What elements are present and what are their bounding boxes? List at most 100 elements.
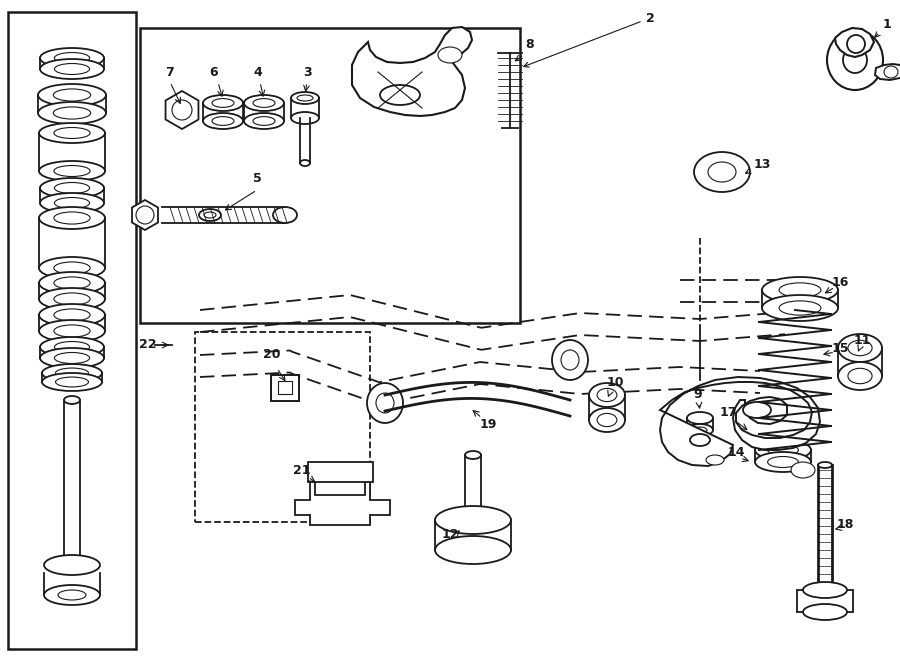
Text: 6: 6 — [210, 65, 219, 79]
Text: 7: 7 — [166, 65, 175, 79]
Ellipse shape — [136, 206, 154, 224]
Text: 1: 1 — [875, 19, 891, 37]
Ellipse shape — [53, 89, 91, 101]
Bar — [8, 12, 136, 649]
Text: 11: 11 — [853, 334, 871, 346]
Ellipse shape — [762, 277, 838, 303]
Ellipse shape — [54, 293, 90, 305]
Ellipse shape — [54, 128, 90, 139]
Ellipse shape — [273, 207, 297, 223]
Ellipse shape — [54, 262, 90, 274]
Ellipse shape — [367, 383, 403, 423]
Ellipse shape — [706, 455, 724, 465]
Bar — [195, 332, 370, 522]
Ellipse shape — [690, 434, 710, 446]
Ellipse shape — [253, 98, 275, 107]
Ellipse shape — [39, 288, 105, 310]
Ellipse shape — [54, 309, 90, 321]
Text: 17: 17 — [719, 405, 737, 418]
Ellipse shape — [847, 35, 865, 53]
Bar — [140, 28, 520, 323]
Ellipse shape — [380, 85, 420, 105]
Ellipse shape — [755, 440, 811, 460]
Ellipse shape — [465, 451, 481, 459]
Ellipse shape — [54, 63, 90, 75]
Ellipse shape — [40, 348, 104, 368]
Ellipse shape — [589, 408, 625, 432]
Text: 15: 15 — [832, 342, 849, 354]
Ellipse shape — [39, 161, 105, 181]
Text: 9: 9 — [694, 389, 702, 401]
Ellipse shape — [203, 95, 243, 111]
Ellipse shape — [40, 48, 104, 68]
Ellipse shape — [597, 389, 617, 402]
Ellipse shape — [291, 112, 319, 124]
Ellipse shape — [435, 536, 511, 564]
Text: 20: 20 — [263, 348, 281, 362]
Ellipse shape — [40, 178, 104, 198]
Text: 21: 21 — [293, 463, 310, 477]
Ellipse shape — [791, 462, 815, 478]
Ellipse shape — [54, 52, 90, 63]
Text: 22: 22 — [140, 338, 157, 352]
Ellipse shape — [803, 604, 847, 620]
Ellipse shape — [39, 257, 105, 279]
Ellipse shape — [768, 444, 798, 455]
Ellipse shape — [39, 272, 105, 294]
Ellipse shape — [54, 198, 90, 208]
Ellipse shape — [40, 59, 104, 79]
Ellipse shape — [843, 47, 867, 73]
Ellipse shape — [743, 402, 771, 418]
Ellipse shape — [38, 84, 106, 106]
Text: 5: 5 — [253, 171, 261, 184]
Ellipse shape — [212, 116, 234, 126]
Ellipse shape — [755, 452, 811, 472]
Ellipse shape — [40, 193, 104, 213]
Ellipse shape — [597, 413, 617, 426]
Ellipse shape — [64, 396, 80, 404]
Ellipse shape — [300, 160, 310, 166]
Ellipse shape — [848, 340, 872, 356]
Ellipse shape — [438, 47, 462, 63]
Ellipse shape — [687, 412, 713, 424]
Ellipse shape — [39, 320, 105, 342]
Text: 13: 13 — [745, 159, 770, 173]
Ellipse shape — [435, 506, 511, 534]
Ellipse shape — [44, 585, 100, 605]
Ellipse shape — [561, 350, 579, 370]
Ellipse shape — [838, 334, 882, 362]
Ellipse shape — [56, 377, 88, 387]
Ellipse shape — [54, 182, 90, 194]
Ellipse shape — [768, 457, 798, 467]
Ellipse shape — [589, 383, 625, 407]
Ellipse shape — [687, 424, 713, 436]
Ellipse shape — [42, 364, 102, 382]
Ellipse shape — [708, 162, 736, 182]
Ellipse shape — [56, 368, 88, 378]
Ellipse shape — [54, 212, 90, 224]
Ellipse shape — [54, 325, 90, 337]
Ellipse shape — [244, 95, 284, 111]
Ellipse shape — [827, 30, 883, 90]
Ellipse shape — [53, 107, 91, 119]
Ellipse shape — [39, 207, 105, 229]
Ellipse shape — [253, 116, 275, 126]
Polygon shape — [132, 200, 158, 230]
Polygon shape — [875, 64, 900, 80]
Polygon shape — [835, 28, 874, 57]
Ellipse shape — [884, 66, 898, 78]
Ellipse shape — [244, 113, 284, 129]
Ellipse shape — [172, 100, 192, 120]
Text: 2: 2 — [524, 11, 654, 67]
Ellipse shape — [39, 123, 105, 143]
Text: 16: 16 — [832, 276, 849, 288]
Text: 4: 4 — [254, 65, 263, 79]
Ellipse shape — [779, 301, 821, 315]
Bar — [797, 590, 853, 612]
Polygon shape — [352, 27, 472, 116]
Polygon shape — [295, 480, 390, 525]
Ellipse shape — [694, 152, 750, 192]
Text: 14: 14 — [727, 446, 745, 459]
Ellipse shape — [203, 113, 243, 129]
Ellipse shape — [204, 212, 216, 218]
